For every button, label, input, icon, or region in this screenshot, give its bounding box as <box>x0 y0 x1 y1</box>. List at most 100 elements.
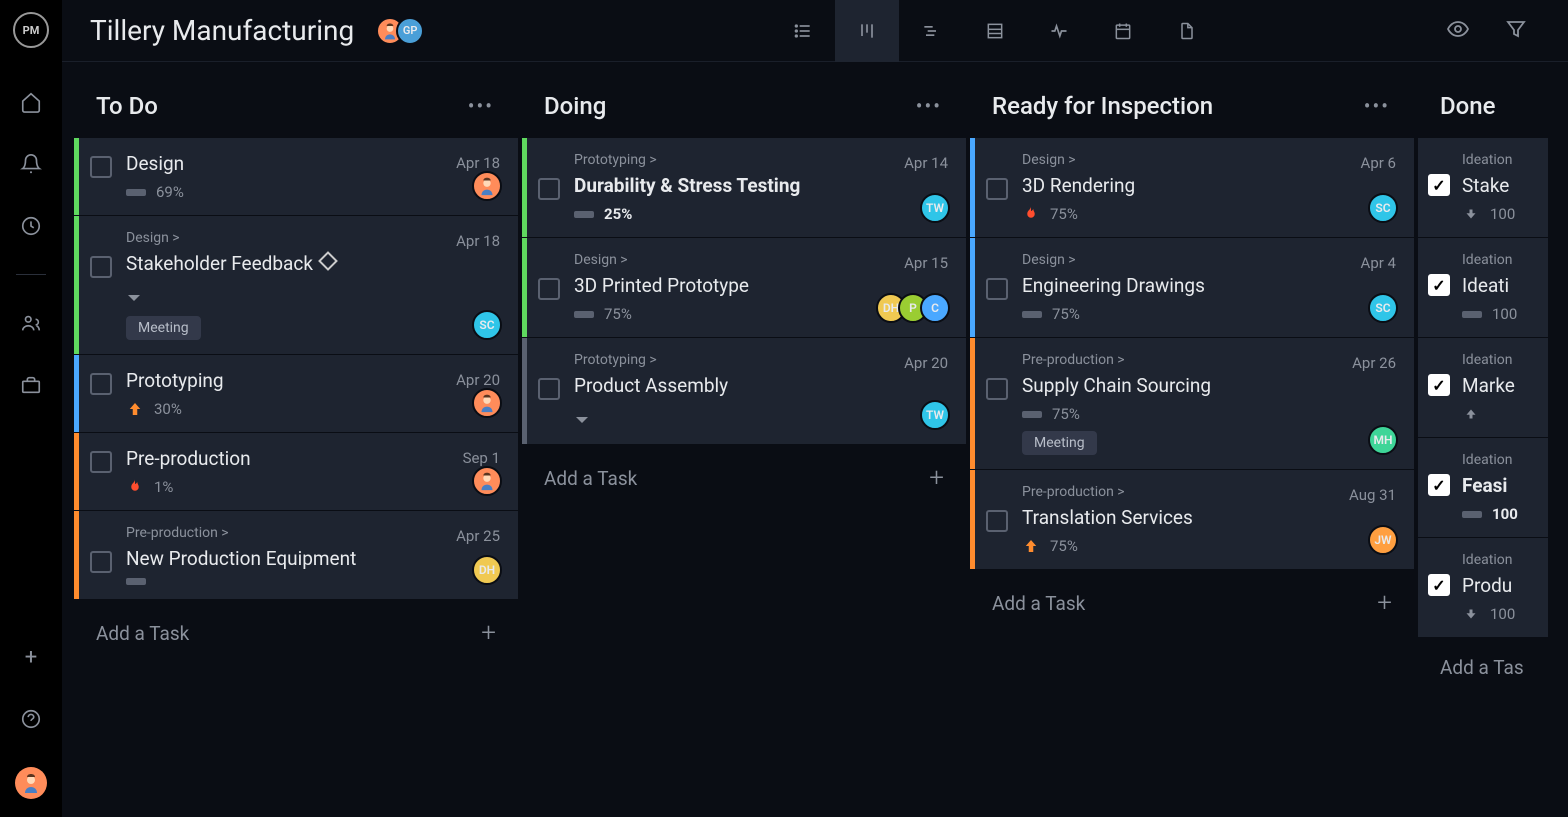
app-logo[interactable]: PM <box>13 12 49 48</box>
task-card[interactable]: IdeationStake100 <box>1418 138 1548 238</box>
task-checkbox[interactable] <box>90 551 112 573</box>
assignee-avatar[interactable]: C <box>920 293 950 323</box>
view-tab-sheet[interactable] <box>963 0 1027 62</box>
assignee-avatar[interactable] <box>472 388 502 418</box>
view-tab-board[interactable] <box>835 0 899 62</box>
task-checkbox[interactable] <box>90 156 112 178</box>
due-date: Apr 4 <box>1361 254 1396 272</box>
priority-icon <box>1462 205 1480 223</box>
view-tab-list[interactable] <box>771 0 835 62</box>
task-card[interactable]: Prototyping30%Apr 20 <box>74 355 518 433</box>
expand-icon[interactable] <box>126 289 142 308</box>
view-tab-gantt[interactable] <box>899 0 963 62</box>
view-tab-files[interactable] <box>1155 0 1219 62</box>
user-avatar[interactable] <box>15 767 47 799</box>
assignees: SC <box>1368 193 1398 223</box>
eye-icon[interactable] <box>1446 17 1470 45</box>
task-card[interactable]: Design >3D Rendering75%Apr 6SC <box>970 138 1414 238</box>
task-checkbox[interactable] <box>538 178 560 200</box>
task-card[interactable]: Pre-production >New Production Equipment… <box>74 511 518 600</box>
column: To Do•••Design69%Apr 18Design >Stakehold… <box>74 78 518 817</box>
task-card[interactable]: IdeationIdeati100 <box>1418 238 1548 338</box>
task-card[interactable]: Design >Stakeholder FeedbackMeetingApr 1… <box>74 216 518 355</box>
task-checkbox[interactable] <box>538 378 560 400</box>
assignee-avatar[interactable] <box>472 466 502 496</box>
add-task-button[interactable]: Add a Task+ <box>522 445 966 511</box>
expand-icon[interactable] <box>574 411 590 430</box>
card-meta: 100 <box>1462 305 1542 323</box>
due-date: Apr 14 <box>904 154 948 172</box>
task-checkbox[interactable] <box>538 278 560 300</box>
clock-icon[interactable] <box>17 212 45 240</box>
card-meta <box>1462 405 1542 423</box>
card-breadcrumb: Prototyping > <box>574 352 948 368</box>
task-card[interactable]: Design >Engineering Drawings75%Apr 4SC <box>970 238 1414 338</box>
people-icon[interactable] <box>17 309 45 337</box>
plus-icon: + <box>1377 588 1392 618</box>
card-breadcrumb: Design > <box>1022 152 1396 168</box>
briefcase-icon[interactable] <box>17 371 45 399</box>
task-checkbox[interactable] <box>1428 174 1450 196</box>
task-card[interactable]: Pre-production >Supply Chain Sourcing75%… <box>970 338 1414 470</box>
task-checkbox[interactable] <box>986 510 1008 532</box>
progress-bar <box>126 189 146 196</box>
add-task-button[interactable]: Add a Tas <box>1418 638 1548 697</box>
task-checkbox[interactable] <box>90 451 112 473</box>
assignee-avatar[interactable]: TW <box>920 400 950 430</box>
task-checkbox[interactable] <box>986 278 1008 300</box>
card-title: Stakeholder Feedback <box>126 252 500 275</box>
card-title: Produ <box>1462 574 1542 597</box>
card-meta: 75% <box>1022 305 1396 323</box>
task-checkbox[interactable] <box>1428 274 1450 296</box>
assignee-avatar[interactable]: JW <box>1368 525 1398 555</box>
filter-icon[interactable] <box>1504 17 1528 45</box>
plus-icon[interactable]: + <box>17 643 45 671</box>
assignee-avatar[interactable]: SC <box>1368 293 1398 323</box>
task-checkbox[interactable] <box>986 378 1008 400</box>
add-task-button[interactable]: Add a Task+ <box>74 600 518 666</box>
due-date: Apr 20 <box>456 371 500 389</box>
assignee-avatar[interactable]: TW <box>920 193 950 223</box>
assignees: SC <box>472 310 502 340</box>
view-tab-activity[interactable] <box>1027 0 1091 62</box>
task-card[interactable]: Design69%Apr 18 <box>74 138 518 216</box>
column-more-icon[interactable]: ••• <box>468 94 494 118</box>
task-checkbox[interactable] <box>1428 374 1450 396</box>
priority-icon <box>1022 205 1040 223</box>
task-card[interactable]: Design >3D Printed Prototype75%Apr 15DHP… <box>522 238 966 338</box>
assignee-avatar[interactable]: MH <box>1368 425 1398 455</box>
plus-icon: + <box>481 618 496 648</box>
progress-percent: 100 <box>1492 305 1517 323</box>
help-icon[interactable] <box>17 705 45 733</box>
priority-stripe <box>970 338 975 469</box>
task-checkbox[interactable] <box>90 256 112 278</box>
avatar[interactable]: GP <box>396 17 424 45</box>
task-checkbox[interactable] <box>1428 574 1450 596</box>
add-task-button[interactable]: Add a Task+ <box>970 570 1414 636</box>
task-checkbox[interactable] <box>1428 474 1450 496</box>
bell-icon[interactable] <box>17 150 45 178</box>
home-icon[interactable] <box>17 88 45 116</box>
task-card[interactable]: IdeationFeasi100 <box>1418 438 1548 538</box>
view-tab-calendar[interactable] <box>1091 0 1155 62</box>
task-card[interactable]: Pre-production >Translation Services75%A… <box>970 470 1414 570</box>
task-checkbox[interactable] <box>90 373 112 395</box>
header-avatars[interactable]: GP <box>376 17 424 45</box>
task-card[interactable]: Pre-production1%Sep 1 <box>74 433 518 511</box>
priority-stripe <box>74 216 79 354</box>
assignee-avatar[interactable]: DH <box>472 555 502 585</box>
task-card[interactable]: IdeationProdu100 <box>1418 538 1548 638</box>
progress-bar <box>1022 411 1042 418</box>
column-more-icon[interactable]: ••• <box>916 94 942 118</box>
task-card[interactable]: Prototyping >Product AssemblyApr 20TW <box>522 338 966 445</box>
assignees <box>472 466 502 496</box>
assignee-avatar[interactable] <box>472 171 502 201</box>
progress-bar <box>1462 511 1482 518</box>
priority-stripe <box>970 138 975 237</box>
task-card[interactable]: IdeationMarke <box>1418 338 1548 438</box>
assignee-avatar[interactable]: SC <box>472 310 502 340</box>
assignee-avatar[interactable]: SC <box>1368 193 1398 223</box>
task-checkbox[interactable] <box>986 178 1008 200</box>
task-card[interactable]: Prototyping >Durability & Stress Testing… <box>522 138 966 238</box>
column-more-icon[interactable]: ••• <box>1364 94 1390 118</box>
